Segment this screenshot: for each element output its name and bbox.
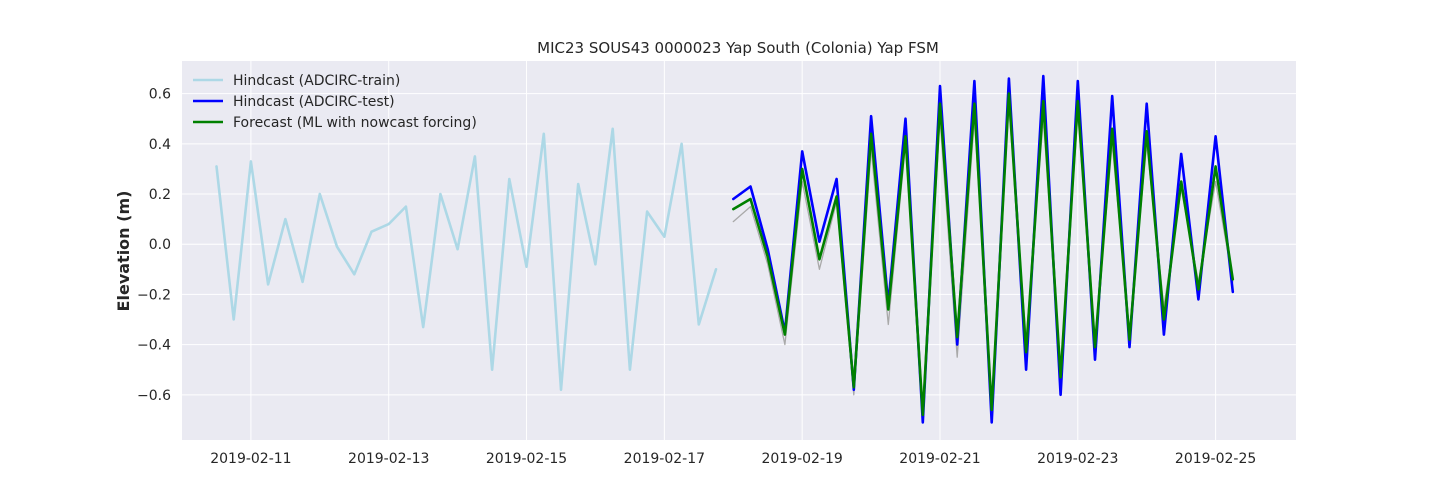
legend-label: Hindcast (ADCIRC-test) [233, 94, 395, 110]
y-tick-labels: −0.6 −0.4 −0.2 0.0 0.2 0.4 0.6 [137, 87, 171, 404]
legend-label: Hindcast (ADCIRC-train) [233, 73, 400, 89]
legend: Hindcast (ADCIRC-train) Hindcast (ADCIRC-… [193, 73, 477, 131]
chart-title: MIC23 SOUS43 0000023 Yap South (Colonia)… [537, 39, 939, 57]
x-tick-label: 2019-02-13 [348, 451, 429, 467]
series-group [215, 74, 1235, 424]
y-tick-label: −0.2 [137, 287, 171, 303]
x-tick-label: 2019-02-25 [1175, 451, 1256, 467]
y-tick-label: 0.4 [149, 137, 171, 153]
x-tick-label: 2019-02-15 [486, 451, 567, 467]
y-tick-label: −0.6 [137, 388, 171, 404]
legend-label: Forecast (ML with nowcast forcing) [233, 115, 477, 131]
x-tick-labels: 2019-02-11 2019-02-13 2019-02-15 2019-02-17… [210, 451, 1256, 467]
x-tick-label: 2019-02-19 [761, 451, 842, 467]
y-tick-label: 0.6 [149, 87, 171, 103]
series-line-0 [215, 127, 718, 392]
x-tick-label: 2019-02-23 [1037, 451, 1118, 467]
y-tick-label: −0.4 [137, 338, 171, 354]
y-axis-label: Elevation (m) [114, 191, 133, 312]
x-tick-label: 2019-02-21 [899, 451, 980, 467]
x-tick-label: 2019-02-17 [624, 451, 705, 467]
y-tick-label: 0.0 [149, 237, 171, 253]
x-tick-label: 2019-02-11 [210, 451, 291, 467]
series-line-3 [731, 92, 1235, 417]
y-tick-label: 0.2 [149, 187, 171, 203]
grid [182, 61, 1296, 440]
